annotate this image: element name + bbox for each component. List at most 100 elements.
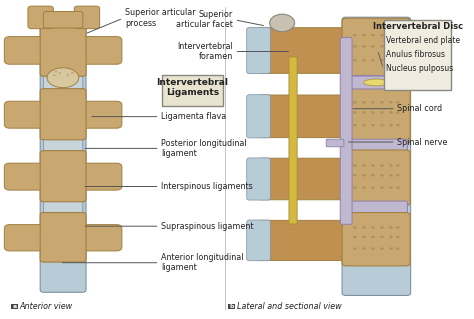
Circle shape [380, 111, 384, 114]
Circle shape [362, 124, 365, 126]
Circle shape [389, 111, 393, 114]
Circle shape [353, 34, 356, 36]
Circle shape [371, 174, 375, 177]
Circle shape [371, 226, 375, 229]
Circle shape [380, 45, 384, 48]
FancyBboxPatch shape [326, 139, 344, 147]
Circle shape [396, 59, 400, 62]
FancyBboxPatch shape [40, 20, 86, 292]
Circle shape [371, 124, 375, 126]
Ellipse shape [47, 68, 79, 88]
FancyBboxPatch shape [43, 11, 83, 28]
Circle shape [353, 186, 356, 189]
FancyBboxPatch shape [342, 86, 410, 144]
FancyBboxPatch shape [247, 27, 270, 74]
Circle shape [396, 186, 400, 189]
Circle shape [389, 59, 393, 62]
Circle shape [353, 124, 356, 126]
Circle shape [396, 174, 400, 177]
Circle shape [353, 164, 356, 167]
Circle shape [353, 111, 356, 114]
Ellipse shape [364, 79, 389, 86]
Circle shape [380, 164, 384, 167]
Text: Lateral and sectional view: Lateral and sectional view [237, 302, 341, 311]
Circle shape [71, 72, 74, 74]
FancyBboxPatch shape [77, 225, 122, 251]
FancyBboxPatch shape [384, 20, 451, 90]
Text: Spinal nerve: Spinal nerve [398, 137, 448, 146]
Circle shape [396, 236, 400, 238]
FancyBboxPatch shape [77, 37, 122, 64]
FancyBboxPatch shape [342, 212, 410, 266]
FancyBboxPatch shape [4, 37, 49, 64]
Circle shape [362, 45, 365, 48]
Circle shape [362, 101, 365, 104]
FancyBboxPatch shape [77, 101, 122, 128]
Text: Spinal cord: Spinal cord [398, 104, 443, 113]
FancyBboxPatch shape [247, 158, 270, 200]
Circle shape [58, 72, 61, 74]
FancyBboxPatch shape [340, 38, 352, 224]
FancyBboxPatch shape [43, 72, 83, 93]
Circle shape [389, 34, 393, 36]
Circle shape [380, 226, 384, 229]
Circle shape [371, 45, 375, 48]
Text: Superior articular
process: Superior articular process [125, 9, 196, 28]
Circle shape [362, 174, 365, 177]
Circle shape [380, 59, 384, 62]
Circle shape [389, 45, 393, 48]
FancyBboxPatch shape [255, 28, 350, 73]
Circle shape [362, 226, 365, 229]
FancyBboxPatch shape [345, 76, 407, 89]
Circle shape [362, 164, 365, 167]
FancyBboxPatch shape [77, 163, 122, 190]
Circle shape [362, 247, 365, 250]
FancyBboxPatch shape [247, 220, 270, 261]
Circle shape [396, 124, 400, 126]
Circle shape [53, 74, 55, 76]
Text: Vertebral end plate: Vertebral end plate [386, 36, 460, 45]
Circle shape [380, 124, 384, 126]
Circle shape [353, 45, 356, 48]
FancyBboxPatch shape [255, 220, 350, 260]
Circle shape [396, 45, 400, 48]
Text: Intervertebral
foramen: Intervertebral foramen [177, 42, 233, 61]
Text: Nucleus pulposus: Nucleus pulposus [386, 64, 453, 73]
Text: Anterior longitudinal
ligament: Anterior longitudinal ligament [161, 253, 244, 272]
FancyBboxPatch shape [4, 101, 49, 128]
Circle shape [371, 164, 375, 167]
Circle shape [396, 247, 400, 250]
Circle shape [389, 101, 393, 104]
Circle shape [371, 186, 375, 189]
FancyBboxPatch shape [345, 76, 408, 91]
Text: Intervertebral Disc: Intervertebral Disc [373, 22, 463, 31]
Circle shape [396, 34, 400, 36]
Circle shape [389, 247, 393, 250]
FancyBboxPatch shape [162, 75, 223, 106]
Circle shape [371, 34, 375, 36]
Circle shape [380, 247, 384, 250]
FancyBboxPatch shape [11, 304, 18, 309]
Text: Interspinous ligaments: Interspinous ligaments [161, 182, 253, 191]
FancyBboxPatch shape [40, 212, 86, 262]
Circle shape [389, 124, 393, 126]
Circle shape [389, 236, 393, 238]
Circle shape [371, 101, 375, 104]
Circle shape [389, 226, 393, 229]
Circle shape [362, 59, 365, 62]
FancyBboxPatch shape [342, 17, 410, 295]
Circle shape [362, 236, 365, 238]
Circle shape [389, 186, 393, 189]
FancyBboxPatch shape [40, 24, 86, 76]
Circle shape [55, 70, 57, 72]
FancyBboxPatch shape [28, 6, 54, 29]
Text: b: b [229, 304, 234, 309]
Text: Ligamenta flava: Ligamenta flava [161, 112, 227, 121]
FancyBboxPatch shape [342, 18, 410, 80]
Text: Anulus fibrosus: Anulus fibrosus [386, 50, 445, 59]
Text: a: a [12, 304, 17, 309]
Text: Supraspinous ligament: Supraspinous ligament [161, 222, 254, 231]
FancyBboxPatch shape [345, 139, 408, 154]
Circle shape [353, 101, 356, 104]
Circle shape [396, 164, 400, 167]
